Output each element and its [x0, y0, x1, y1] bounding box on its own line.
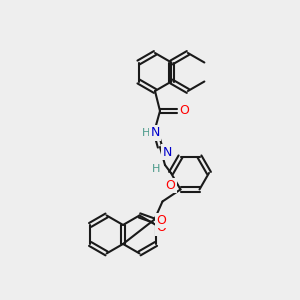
- Text: N: N: [162, 146, 172, 158]
- Text: O: O: [157, 214, 166, 227]
- Text: H: H: [142, 128, 150, 138]
- Text: O: O: [156, 221, 166, 235]
- Text: H: H: [152, 164, 160, 174]
- Text: O: O: [179, 104, 189, 118]
- Text: O: O: [166, 179, 176, 192]
- Text: N: N: [150, 127, 160, 140]
